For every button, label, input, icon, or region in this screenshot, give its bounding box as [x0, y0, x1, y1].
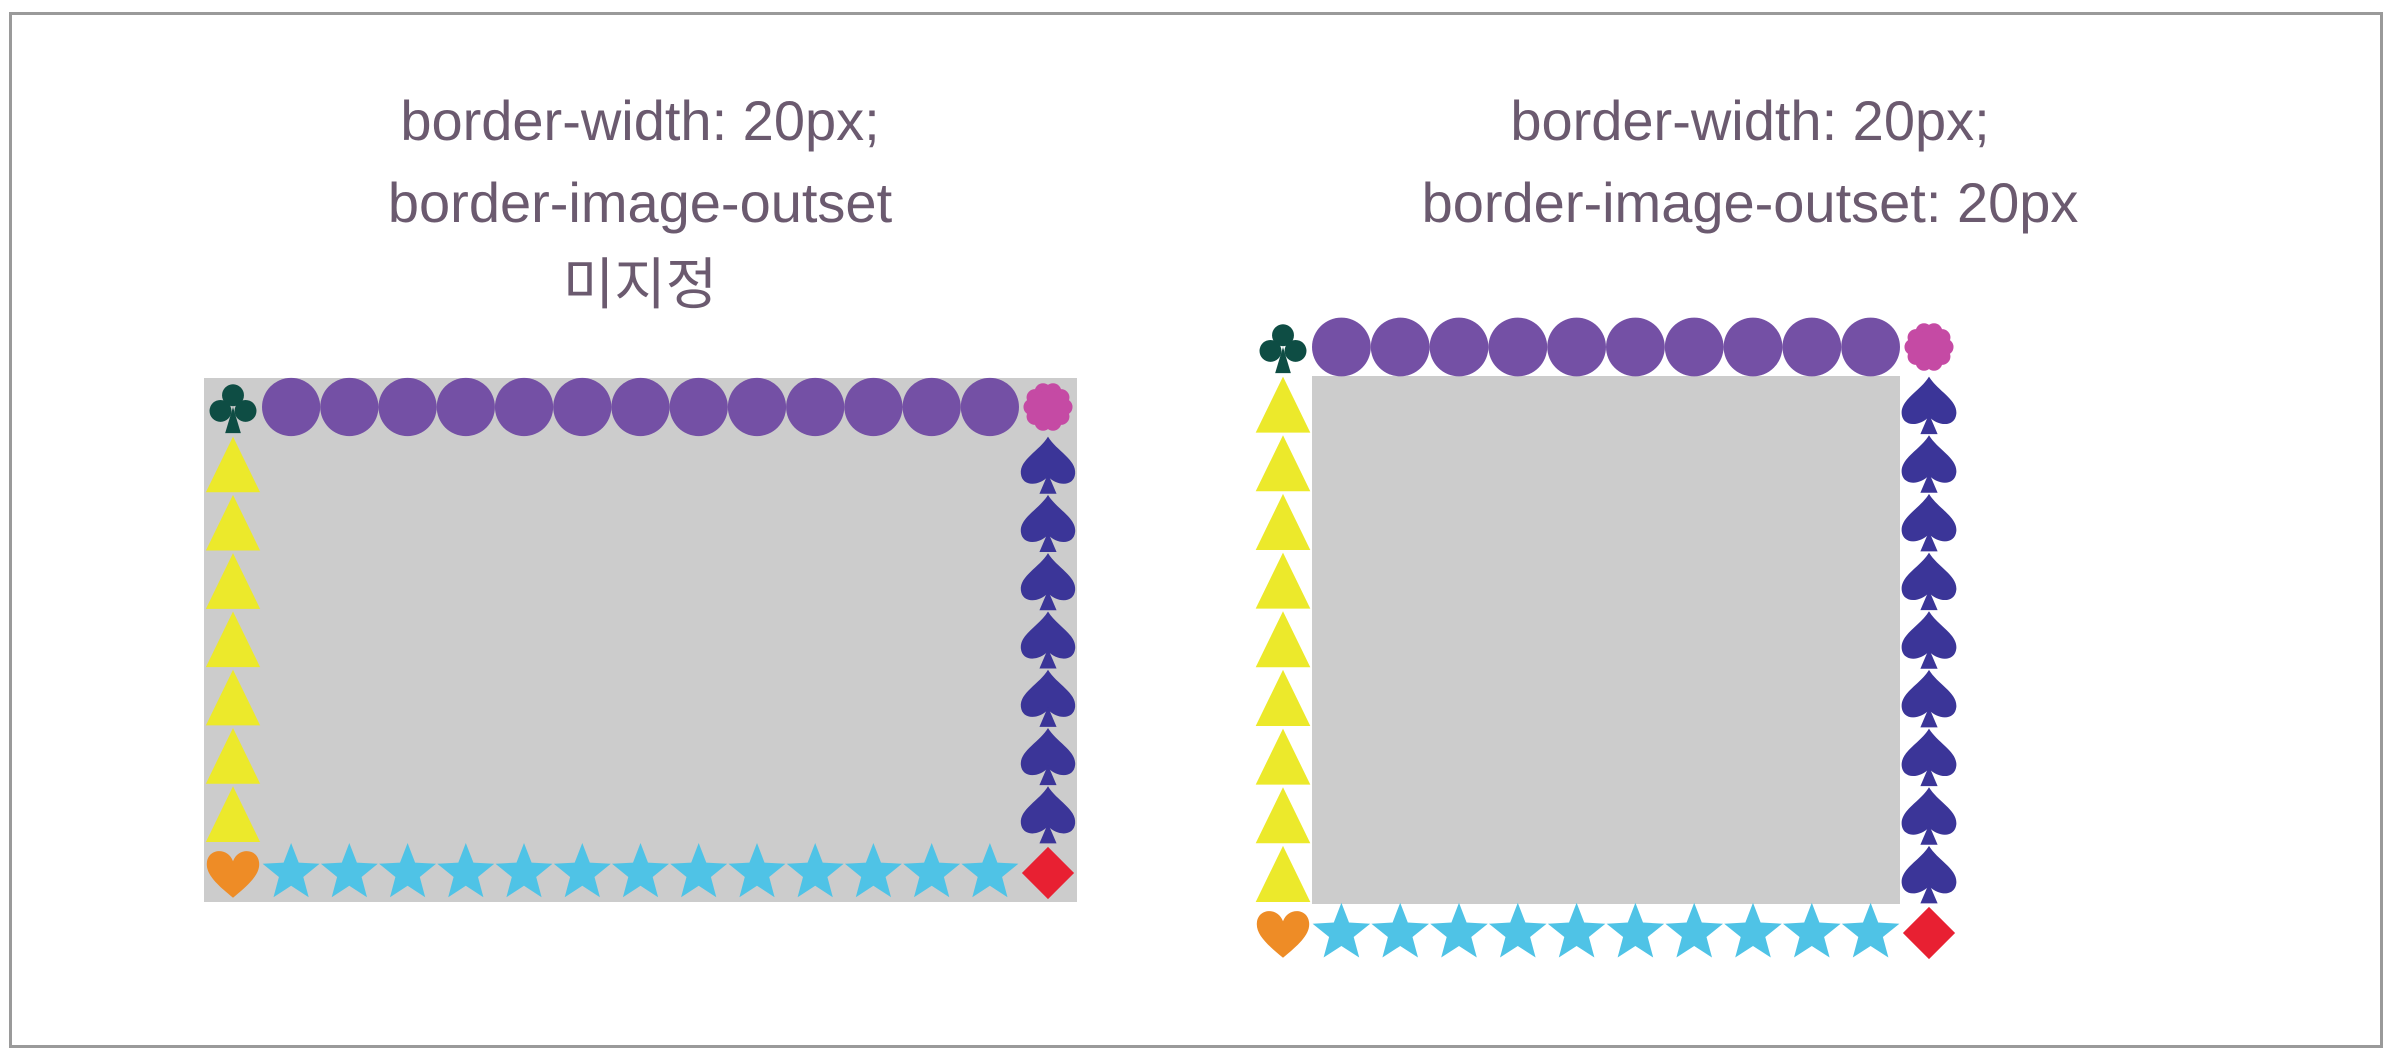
left-caption-line-2: border-image-outset	[387, 171, 893, 234]
spade-icon	[1901, 845, 1957, 904]
box-content	[1312, 376, 1900, 904]
star-icon	[1371, 902, 1429, 958]
box-content	[204, 378, 1077, 902]
circle-icon	[1429, 317, 1489, 377]
triangle-icon	[1255, 552, 1311, 609]
circle-icon	[669, 377, 728, 437]
spade-icon	[1901, 669, 1957, 728]
star-icon	[1430, 902, 1488, 958]
star-icon	[1783, 902, 1841, 958]
left-example-caption: border-width: 20px; border-image-outset …	[240, 80, 1040, 326]
circle-icon	[494, 377, 554, 437]
star-icon	[612, 843, 669, 898]
triangle-icon	[1255, 435, 1311, 492]
star-icon	[844, 843, 902, 898]
circle-icon	[844, 377, 903, 437]
spade-icon	[1020, 728, 1076, 786]
flower-icon	[1023, 383, 1073, 431]
spade-icon	[1020, 611, 1076, 669]
circle-icon	[553, 377, 612, 437]
star-icon	[495, 843, 553, 898]
star-icon	[670, 843, 728, 898]
circle-icon	[378, 377, 437, 437]
spade-icon	[1901, 787, 1957, 845]
star-icon	[1665, 902, 1723, 958]
circle-icon	[1841, 317, 1900, 377]
spade-icon	[1901, 435, 1957, 493]
star-icon	[1547, 902, 1606, 958]
star-icon	[903, 843, 961, 898]
circle-icon	[786, 377, 845, 437]
spade-icon	[1020, 553, 1076, 611]
spade-icon	[1901, 728, 1957, 787]
star-icon	[1841, 902, 1900, 958]
circle-icon	[436, 377, 495, 437]
circle-icon	[1312, 317, 1371, 377]
spade-icon	[1901, 611, 1957, 669]
star-icon	[553, 843, 611, 898]
circle-icon	[320, 377, 379, 437]
triangle-icon	[1255, 376, 1311, 433]
triangle-icon	[205, 553, 261, 609]
left-caption-line-1: border-width: 20px;	[400, 89, 880, 152]
triangle-icon	[205, 786, 261, 842]
club-icon	[1259, 324, 1307, 374]
circle-icon	[1488, 317, 1548, 377]
circle-icon	[960, 377, 1019, 437]
border-box-left	[204, 377, 1077, 902]
triangle-icon	[1255, 493, 1311, 550]
circle-icon	[1723, 317, 1783, 377]
triangle-icon	[205, 669, 261, 726]
circle-icon	[727, 377, 787, 437]
star-icon	[379, 843, 437, 898]
circle-icon	[1782, 317, 1842, 377]
star-icon	[728, 843, 786, 898]
triangle-icon	[1255, 728, 1311, 785]
triangle-icon	[205, 494, 261, 551]
triangle-icon	[205, 728, 261, 784]
spade-icon	[1020, 436, 1076, 494]
right-caption-line-1: border-width: 20px;	[1510, 89, 1990, 152]
club-icon	[209, 384, 257, 434]
circle-icon	[1370, 317, 1430, 377]
circle-icon	[611, 377, 670, 437]
diamond-icon	[1021, 846, 1075, 900]
circle-icon	[262, 377, 321, 437]
heart-icon	[1256, 911, 1310, 958]
triangle-icon	[1255, 669, 1311, 726]
circle-icon	[1547, 317, 1606, 377]
star-icon	[262, 843, 320, 898]
star-icon	[786, 843, 844, 898]
star-icon	[961, 843, 1019, 898]
left-caption-line-3: 미지정	[562, 253, 718, 316]
spade-icon	[1901, 493, 1957, 552]
triangle-icon	[205, 611, 261, 668]
triangle-icon	[205, 436, 261, 493]
star-icon	[437, 843, 495, 898]
star-icon	[1489, 902, 1547, 958]
flower-icon	[1904, 323, 1954, 371]
spade-icon	[1901, 376, 1957, 435]
star-icon	[1606, 902, 1665, 958]
circle-icon	[1606, 317, 1665, 377]
triangle-icon	[1255, 845, 1311, 902]
spade-icon	[1901, 552, 1957, 611]
spade-icon	[1020, 786, 1076, 844]
diamond-icon	[1902, 906, 1956, 960]
spade-icon	[1020, 669, 1076, 727]
border-box-right	[1255, 317, 1957, 960]
star-icon	[1724, 902, 1782, 958]
right-caption-line-2: border-image-outset: 20px	[1421, 171, 2079, 234]
heart-icon	[206, 851, 260, 898]
triangle-icon	[1255, 787, 1311, 844]
triangle-icon	[1255, 611, 1311, 668]
star-icon	[1312, 902, 1371, 958]
right-example-caption: border-width: 20px; border-image-outset:…	[1230, 80, 2270, 244]
circle-icon	[1664, 317, 1724, 377]
spade-icon	[1020, 494, 1076, 552]
star-icon	[320, 843, 378, 898]
circle-icon	[902, 377, 961, 437]
